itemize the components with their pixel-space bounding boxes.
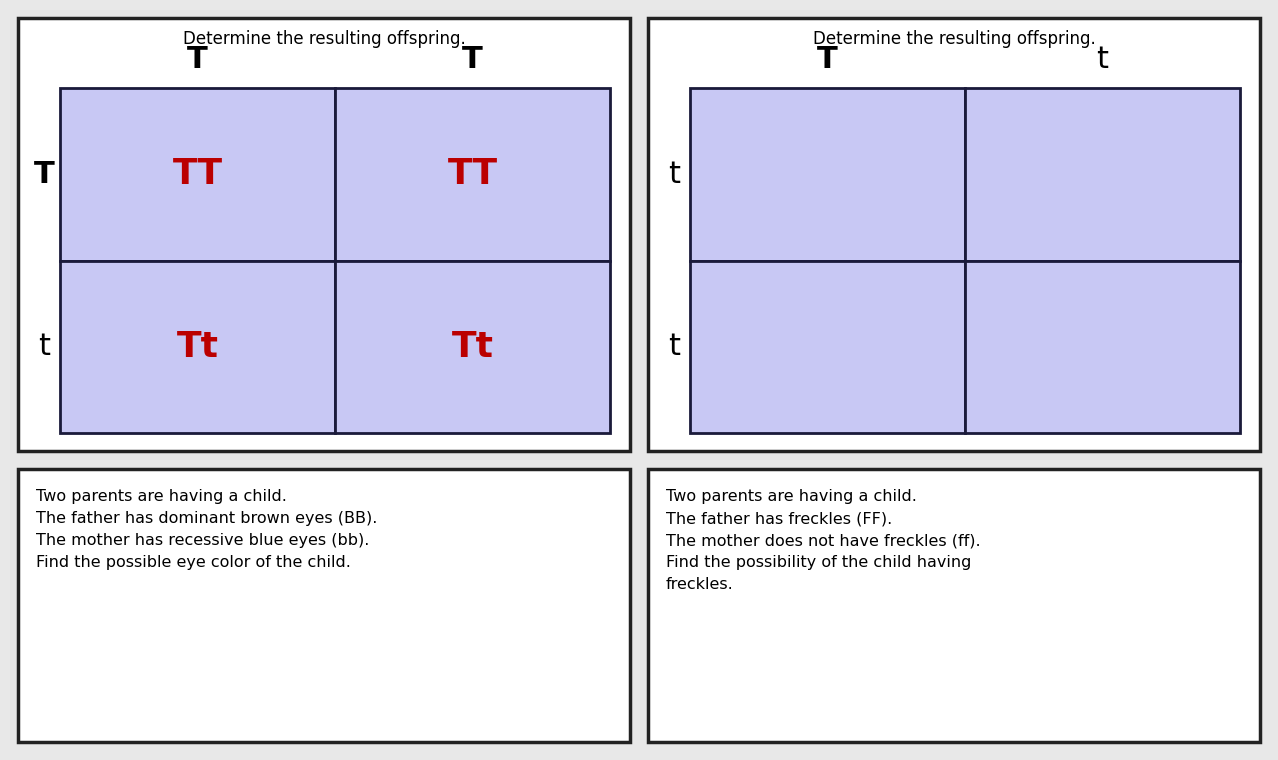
FancyBboxPatch shape [18,18,630,451]
Text: t: t [668,332,680,362]
Text: T: T [463,46,483,74]
Text: t: t [38,332,50,362]
Text: The mother has recessive blue eyes (bb).: The mother has recessive blue eyes (bb). [36,534,369,548]
Text: Tt: Tt [451,330,493,364]
FancyBboxPatch shape [335,88,610,261]
Text: Two parents are having a child.: Two parents are having a child. [36,489,286,504]
FancyBboxPatch shape [965,261,1240,433]
FancyBboxPatch shape [60,261,335,433]
FancyBboxPatch shape [18,469,630,742]
Text: The mother does not have freckles (ff).: The mother does not have freckles (ff). [666,534,980,548]
FancyBboxPatch shape [690,88,965,261]
Text: T: T [33,160,55,188]
Text: Two parents are having a child.: Two parents are having a child. [666,489,916,504]
Text: The father has freckles (FF).: The father has freckles (FF). [666,511,892,526]
Text: Determine the resulting offspring.: Determine the resulting offspring. [813,30,1095,48]
Text: Tt: Tt [176,330,219,364]
Text: t: t [668,160,680,188]
FancyBboxPatch shape [965,88,1240,261]
FancyBboxPatch shape [648,18,1260,451]
Text: freckles.: freckles. [666,577,734,592]
FancyBboxPatch shape [335,261,610,433]
FancyBboxPatch shape [690,261,965,433]
FancyBboxPatch shape [648,469,1260,742]
Text: TT: TT [173,157,222,192]
Text: The father has dominant brown eyes (BB).: The father has dominant brown eyes (BB). [36,511,377,526]
Text: T: T [187,46,208,74]
Text: Find the possible eye color of the child.: Find the possible eye color of the child… [36,556,351,570]
Text: Find the possibility of the child having: Find the possibility of the child having [666,556,971,570]
Text: T: T [817,46,838,74]
FancyBboxPatch shape [60,88,335,261]
Text: t: t [1097,46,1108,74]
Text: Determine the resulting offspring.: Determine the resulting offspring. [183,30,465,48]
Text: TT: TT [447,157,497,192]
